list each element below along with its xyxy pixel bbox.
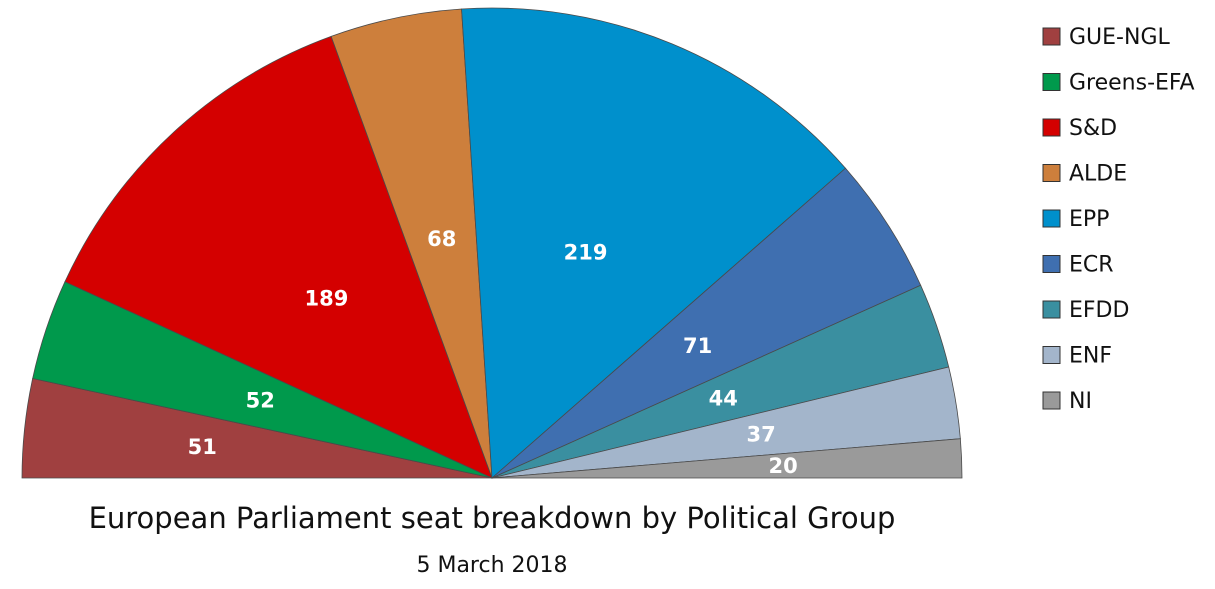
- legend-swatch-enf: [1042, 346, 1061, 364]
- legend-item-epp: EPP: [1042, 207, 1109, 232]
- legend-item-alde: ALDE: [1042, 162, 1127, 187]
- legend-swatch-epp: [1042, 209, 1061, 228]
- legend-swatch-greens-efa: [1042, 73, 1061, 91]
- value-label-efdd: 44: [709, 387, 738, 411]
- chart-value-labels: 51 52 189 68 219 71 44 37 20: [188, 227, 798, 478]
- slice-ni: [491, 438, 963, 479]
- legend-swatch-alde: [1042, 164, 1061, 182]
- legend-item-sandd: S&D: [1042, 116, 1117, 141]
- value-label-ecr: 71: [683, 334, 712, 358]
- chart-title: European Parliament seat breakdown by Po…: [89, 501, 896, 535]
- legend-item-ecr: ECR: [1042, 253, 1114, 278]
- legend-label-enf: ENF: [1069, 344, 1112, 369]
- chart-legend: GUE-NGL Greens-EFA S&D ALDE EPP ECR EFDD ENF NI: [1042, 25, 1195, 414]
- legend-label-ni: NI: [1069, 389, 1092, 414]
- legend-swatch-ni: [1042, 391, 1061, 410]
- legend-item-enf: ENF: [1042, 344, 1112, 369]
- legend-swatch-gue-ngl: [1042, 27, 1061, 46]
- legend-label-epp: EPP: [1069, 207, 1109, 232]
- legend-label-greens-efa: Greens-EFA: [1069, 71, 1195, 96]
- value-label-gue-ngl: 51: [188, 435, 217, 459]
- legend-item-ni: NI: [1042, 389, 1092, 414]
- chart-subtitle: 5 March 2018: [416, 553, 567, 578]
- legend-label-gue-ngl: GUE-NGL: [1069, 25, 1170, 50]
- legend-swatch-efdd: [1042, 300, 1061, 319]
- legend-label-alde: ALDE: [1069, 162, 1127, 187]
- value-label-epp: 219: [564, 240, 608, 264]
- legend-label-ecr: ECR: [1069, 253, 1114, 278]
- legend-item-greens-efa: Greens-EFA: [1042, 71, 1195, 96]
- legend-item-efdd: EFDD: [1042, 298, 1129, 323]
- chart-slices: [21, 7, 963, 479]
- slice-epp: [461, 7, 847, 479]
- legend-swatch-ecr: [1042, 255, 1061, 273]
- value-label-enf: 37: [746, 422, 775, 446]
- value-label-ni: 20: [768, 454, 797, 478]
- value-label-sandd: 189: [304, 286, 348, 310]
- legend-label-sandd: S&D: [1069, 116, 1117, 141]
- legend-item-gue-ngl: GUE-NGL: [1042, 25, 1170, 50]
- value-label-greens-efa: 52: [246, 389, 275, 413]
- value-label-alde: 68: [427, 227, 456, 251]
- legend-swatch-sandd: [1042, 118, 1061, 137]
- slice-sandd: [64, 35, 493, 479]
- legend-label-efdd: EFDD: [1069, 298, 1129, 323]
